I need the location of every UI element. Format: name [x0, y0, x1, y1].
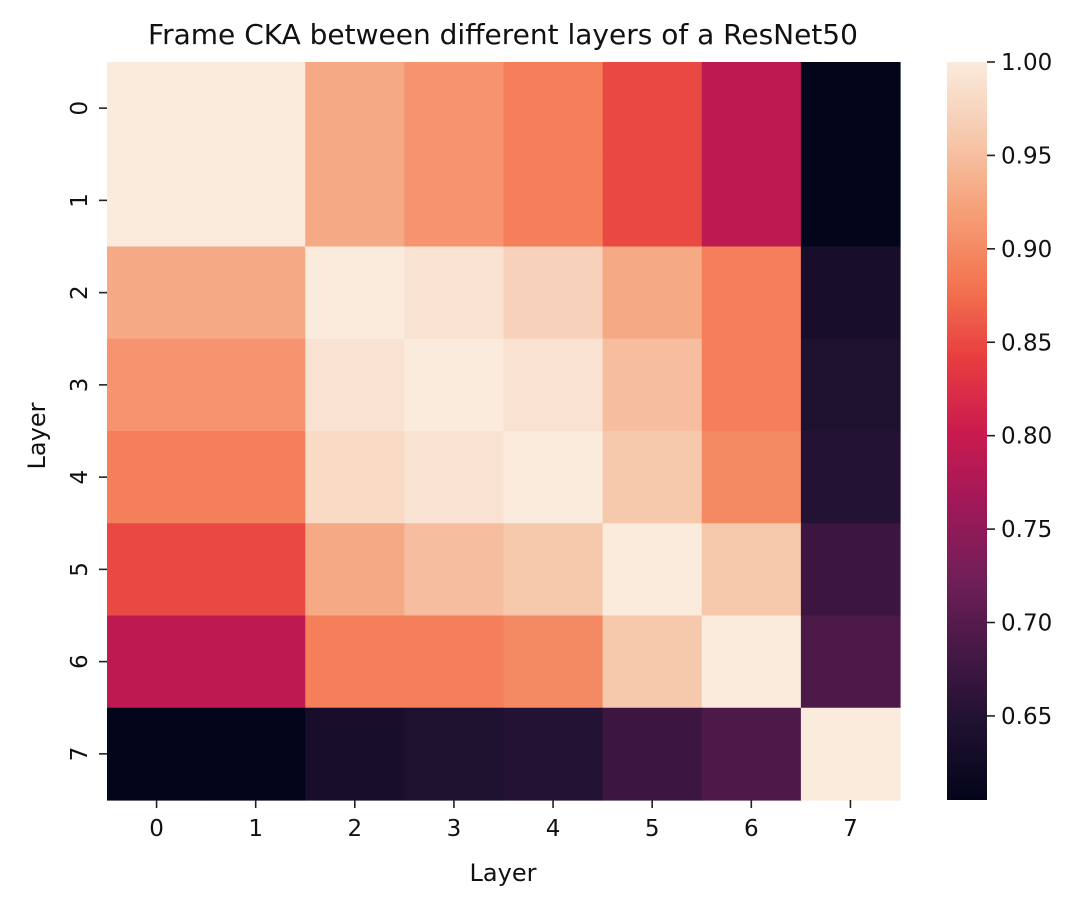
heatmap-cell-4-2 [305, 431, 405, 524]
x-tick-label: 7 [843, 816, 858, 842]
colorbar-tick-label: 0.90 [1001, 237, 1052, 263]
y-tick-label: 1 [67, 193, 93, 208]
heatmap-cell-1-6 [701, 154, 802, 248]
heatmap-cell-2-7 [800, 246, 901, 340]
chart-title: Frame CKA between different layers of a … [148, 18, 858, 51]
heatmap-cell-0-0 [107, 62, 207, 155]
heatmap-cell-3-4 [503, 338, 604, 432]
heatmap-cell-2-6 [701, 246, 802, 340]
x-tick-label: 6 [744, 816, 759, 842]
heatmap-cell-7-7 [800, 707, 901, 801]
heatmap-cell-1-3 [404, 154, 505, 248]
y-tick-label: 0 [67, 101, 93, 116]
y-tick-label: 6 [67, 654, 93, 669]
x-tick-label: 2 [347, 816, 362, 842]
heatmap-cell-6-3 [404, 615, 505, 709]
colorbar-tick-label: 0.75 [1001, 517, 1052, 543]
y-tick-label: 3 [67, 378, 93, 393]
heatmap-cell-6-6 [701, 615, 802, 709]
y-axis-ticks: 0 1 2 3 4 5 6 7 [67, 101, 107, 761]
colorbar-tick-label: 0.80 [1001, 424, 1052, 450]
colorbar-tick-label: 1.00 [1001, 50, 1052, 76]
heatmap-cell-3-0 [107, 338, 207, 432]
heatmap-cell-2-2 [305, 246, 405, 340]
x-tick-label: 3 [447, 816, 462, 842]
colorbar-tick-label: 0.65 [1001, 704, 1052, 730]
heatmap-cell-7-3 [404, 707, 505, 801]
heatmap-cell-7-4 [503, 707, 604, 801]
heatmap-cell-2-0 [107, 246, 207, 340]
heatmap-cell-7-0 [107, 707, 207, 801]
x-axis-label: Layer [470, 859, 537, 887]
y-tick-label: 2 [67, 285, 93, 300]
colorbar-tick-label: 0.70 [1001, 611, 1052, 637]
heatmap-cell-5-7 [800, 523, 901, 617]
heatmap-cell-0-5 [602, 62, 703, 155]
heatmap-cell-5-0 [107, 523, 207, 617]
heatmap-cell-1-5 [602, 154, 703, 248]
x-tick-label: 5 [645, 816, 660, 842]
heatmap-cell-0-6 [701, 62, 802, 155]
x-tick-label: 0 [149, 816, 164, 842]
heatmap-cell-4-1 [206, 431, 306, 524]
heatmap-cell-2-3 [404, 246, 505, 340]
colorbar-ticks: 0.65 0.70 0.75 0.80 0.85 0.90 0.95 1.00 [987, 50, 1052, 730]
heatmap-cell-2-5 [602, 246, 703, 340]
heatmap-cell-6-0 [107, 615, 207, 709]
y-axis-label: Layer [23, 402, 51, 469]
heatmap-cell-1-2 [305, 154, 405, 248]
heatmap-cell-5-2 [305, 523, 405, 617]
colorbar-tick-label: 0.85 [1001, 330, 1052, 356]
heatmap-cell-3-6 [701, 338, 802, 432]
heatmap-cell-3-7 [800, 338, 901, 432]
heatmap-cell-5-6 [701, 523, 802, 617]
x-tick-label: 4 [546, 816, 561, 842]
heatmap-cell-0-7 [800, 62, 901, 155]
colorbar-gradient [947, 62, 987, 800]
heatmap-cell-0-3 [404, 62, 505, 155]
heatmap-cell-7-6 [701, 707, 802, 801]
heatmap-cell-3-3 [404, 338, 505, 432]
heatmap-cell-6-5 [602, 615, 703, 709]
heatmap-cell-5-5 [602, 523, 703, 617]
y-tick-label: 4 [67, 470, 93, 485]
colorbar-tick-label: 0.95 [1001, 143, 1052, 169]
x-tick-label: 1 [248, 816, 263, 842]
heatmap-cell-0-1 [206, 62, 306, 155]
heatmap-cell-5-3 [404, 523, 505, 617]
heatmap-cell-5-1 [206, 523, 306, 617]
heatmap-cell-4-6 [701, 431, 802, 524]
y-tick-label: 5 [67, 562, 93, 577]
y-tick-label: 7 [67, 747, 93, 762]
heatmap-cell-1-4 [503, 154, 604, 248]
heatmap-cell-4-0 [107, 431, 207, 524]
heatmap-cell-4-5 [602, 431, 703, 524]
heatmap-cell-1-0 [107, 154, 207, 248]
heatmap-cell-2-4 [503, 246, 604, 340]
heatmap-cell-6-2 [305, 615, 405, 709]
heatmap-cell-5-4 [503, 523, 604, 617]
heatmap-cell-1-1 [206, 154, 306, 248]
heatmap-cell-1-7 [800, 154, 901, 248]
heatmap-cell-6-4 [503, 615, 604, 709]
heatmap-cell-7-5 [602, 707, 703, 801]
heatmap-cell-6-1 [206, 615, 306, 709]
heatmap-cell-0-2 [305, 62, 405, 155]
heatmap-cell-2-1 [206, 246, 306, 340]
heatmap-cell-3-1 [206, 338, 306, 432]
heatmap-cell-0-4 [503, 62, 604, 155]
heatmap-cell-3-5 [602, 338, 703, 432]
colorbar: 0.65 0.70 0.75 0.80 0.85 0.90 0.95 1.00 [947, 50, 1052, 800]
x-axis-ticks: 0 1 2 3 4 5 6 7 [149, 800, 858, 842]
heatmap-cell-4-7 [800, 431, 901, 524]
heatmap-cell-4-3 [404, 431, 505, 524]
heatmap-cells [107, 62, 901, 801]
heatmap-cell-3-2 [305, 338, 405, 432]
heatmap-cell-7-1 [206, 707, 306, 801]
heatmap-cell-4-4 [503, 431, 604, 524]
heatmap-cell-6-7 [800, 615, 901, 709]
heatmap-cell-7-2 [305, 707, 405, 801]
